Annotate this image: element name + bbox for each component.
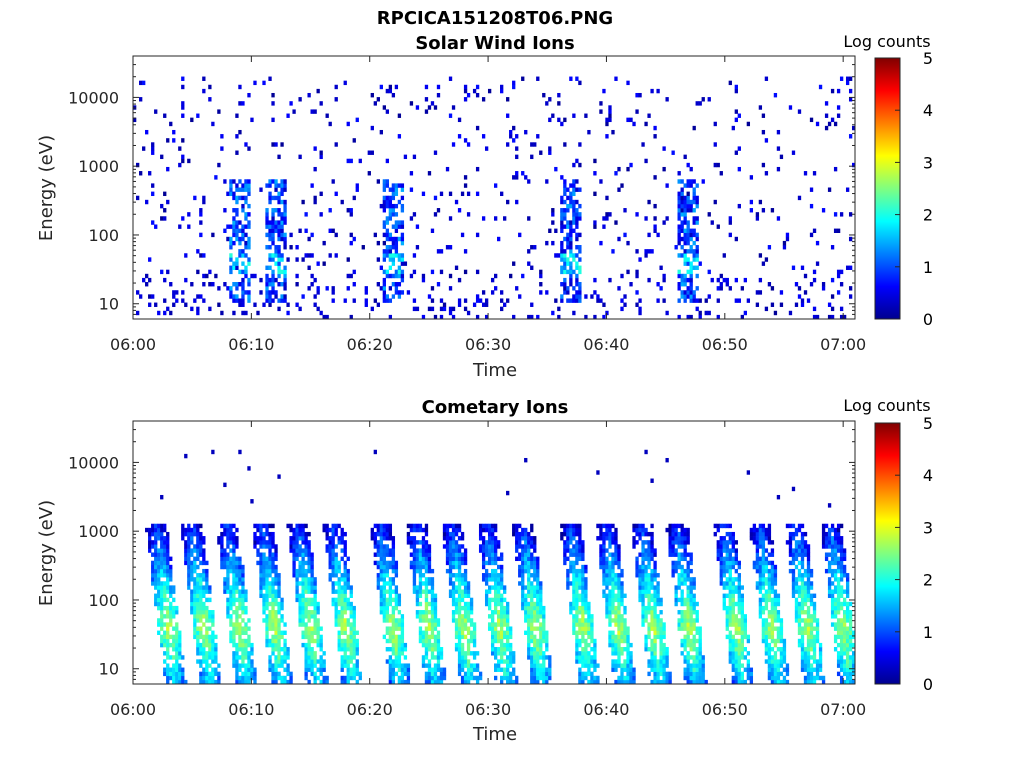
x-tick-label: 06:50 bbox=[702, 700, 748, 719]
colorbar-tick-label: 5 bbox=[923, 414, 933, 433]
cometary-x-ticks: 06:00 06:10 06:20 06:30 06:40 06:50 07:00 bbox=[110, 421, 866, 719]
cometary-colorbar-label: Log counts bbox=[843, 396, 930, 415]
colorbar-tick-label: 1 bbox=[923, 623, 933, 642]
colorbar-tick-label: 0 bbox=[923, 310, 933, 329]
y-tick-label: 10000 bbox=[68, 88, 119, 107]
colorbar-tick-label: 4 bbox=[923, 101, 933, 120]
solar-wind-y-label: Energy (eV) bbox=[36, 135, 57, 241]
y-tick-label: 1000 bbox=[78, 157, 119, 176]
colorbar-tick-label: 4 bbox=[923, 466, 933, 485]
x-tick-label: 06:30 bbox=[465, 335, 511, 354]
x-tick-label: 06:40 bbox=[583, 700, 629, 719]
solar-wind-colorbar-ticks: 0 1 2 3 4 5 bbox=[895, 49, 933, 329]
cometary-x-label: Time bbox=[472, 724, 517, 745]
solar-wind-y-ticks: 10 100 1000 10000 bbox=[68, 55, 855, 320]
x-tick-label: 06:20 bbox=[347, 700, 393, 719]
y-tick-label: 10 bbox=[99, 295, 119, 314]
y-tick-label: 1000 bbox=[78, 522, 119, 541]
y-tick-label: 10 bbox=[99, 660, 119, 679]
x-tick-label: 06:40 bbox=[583, 335, 629, 354]
colorbar-tick-label: 0 bbox=[923, 675, 933, 694]
x-tick-label: 07:00 bbox=[820, 335, 866, 354]
figure-title: RPCICA151208T06.PNG bbox=[377, 8, 613, 29]
y-tick-label: 100 bbox=[88, 226, 119, 245]
colorbar-tick-label: 5 bbox=[923, 49, 933, 68]
x-tick-label: 06:30 bbox=[465, 700, 511, 719]
x-tick-label: 06:20 bbox=[347, 335, 393, 354]
solar-wind-x-label: Time bbox=[472, 360, 517, 381]
colorbar-tick-label: 1 bbox=[923, 258, 933, 277]
x-tick-label: 06:10 bbox=[228, 335, 274, 354]
y-tick-label: 100 bbox=[88, 591, 119, 610]
x-tick-label: 06:10 bbox=[228, 700, 274, 719]
solar-wind-panel: Solar Wind Ions 06:00 06:10 06:20 06:30 06:4… bbox=[36, 32, 933, 381]
solar-wind-x-ticks: 06:00 06:10 06:20 06:30 06:40 06:50 07:00 bbox=[110, 56, 866, 354]
cometary-plot-frame bbox=[132, 420, 856, 685]
cometary-y-ticks: 10 100 1000 10000 bbox=[68, 420, 855, 685]
x-tick-label: 06:00 bbox=[110, 700, 156, 719]
solar-wind-colorbar-label: Log counts bbox=[843, 32, 930, 51]
cometary-heatmap bbox=[145, 449, 856, 685]
solar-wind-colorbar bbox=[874, 57, 901, 320]
cometary-colorbar bbox=[874, 422, 901, 685]
x-tick-label: 06:00 bbox=[110, 335, 156, 354]
cometary-title: Cometary Ions bbox=[422, 397, 569, 418]
solar-wind-title: Solar Wind Ions bbox=[415, 33, 574, 54]
cometary-y-label: Energy (eV) bbox=[36, 500, 57, 606]
colorbar-tick-label: 3 bbox=[923, 153, 933, 172]
solar-wind-heatmap bbox=[133, 76, 856, 320]
colorbar-tick-label: 3 bbox=[923, 518, 933, 537]
cometary-panel: Cometary Ions 06:00 06:10 06:20 06:30 06:40 0… bbox=[36, 396, 933, 745]
y-tick-label: 10000 bbox=[68, 453, 119, 472]
x-tick-label: 07:00 bbox=[820, 700, 866, 719]
x-tick-label: 06:50 bbox=[702, 335, 748, 354]
colorbar-tick-label: 2 bbox=[923, 571, 933, 590]
colorbar-tick-label: 2 bbox=[923, 206, 933, 225]
solar-wind-plot-frame bbox=[132, 55, 856, 320]
cometary-colorbar-ticks: 0 1 2 3 4 5 bbox=[895, 414, 933, 694]
